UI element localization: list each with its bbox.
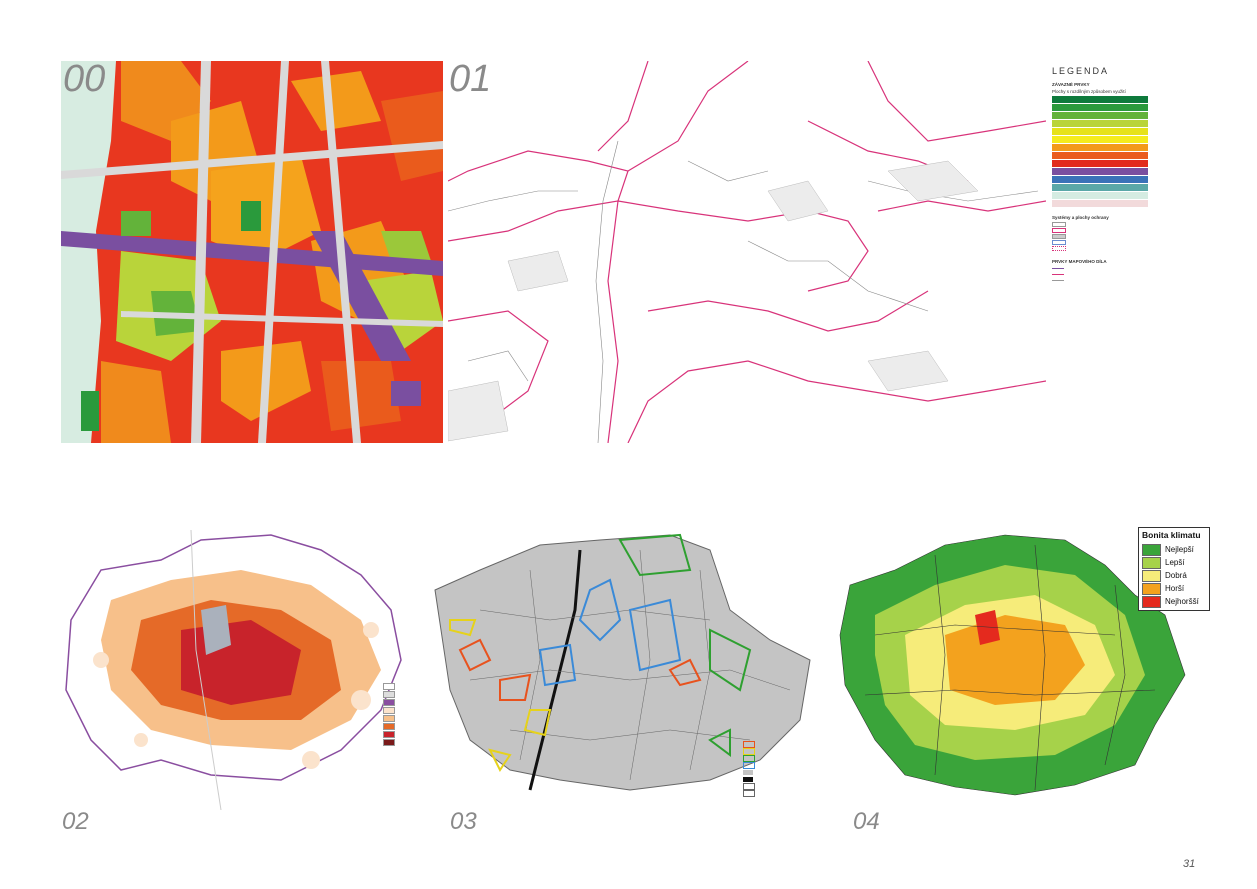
legend-mapwork-heading: PRVKY MAPOVÉHO DÍLA xyxy=(1052,259,1107,264)
climate-legend-title: Bonita klimatu xyxy=(1142,530,1201,540)
legend-color-swatch xyxy=(1052,152,1148,159)
climate-legend-label: Horší xyxy=(1165,584,1185,593)
climate-legend-swatch xyxy=(1142,582,1161,595)
climate-quality-map-svg xyxy=(839,534,1186,796)
legend-heading: ZÁVAZNÉ PRVKY xyxy=(1052,82,1090,87)
climate-quality-map xyxy=(835,525,1205,810)
binding-elements-map xyxy=(448,61,1046,443)
legend-color-swatch xyxy=(1052,176,1148,183)
legend-item xyxy=(383,738,443,746)
legend-swatch-row xyxy=(1052,192,1202,199)
legend-color-swatch xyxy=(1052,200,1148,207)
land-use-map-svg xyxy=(61,61,443,443)
legend-item xyxy=(743,748,758,755)
climate-legend-label: Nejhoršší xyxy=(1165,597,1199,606)
climate-legend-item: Dobrá xyxy=(1142,569,1206,582)
density-map xyxy=(61,530,441,810)
legend-line-item xyxy=(1052,266,1202,271)
legend-item xyxy=(743,790,758,797)
legend-swatch-row xyxy=(1052,104,1202,111)
panel-number-01: 01 xyxy=(449,58,492,100)
legend-color-swatch xyxy=(1052,136,1148,143)
legend-line-item xyxy=(1052,234,1202,239)
legend-color-swatch xyxy=(1052,160,1148,167)
binding-elements-map-svg xyxy=(448,61,1046,443)
legend-subheading: Plochy s rozdílným způsobem využití xyxy=(1052,89,1126,94)
climate-legend: Bonita klimatu Nejlepší Lepší Dobrá Horší Ne… xyxy=(1138,527,1210,611)
legend-title: LEGENDA xyxy=(1052,66,1110,76)
legend-color-swatch xyxy=(1052,184,1148,191)
districts-map-svg xyxy=(434,533,811,791)
legend-item xyxy=(743,762,758,769)
climate-legend-list: Nejlepší Lepší Dobrá Horší Nejhoršší xyxy=(1142,543,1206,608)
panel-number-03: 03 xyxy=(450,808,477,835)
panel-number-02: 02 xyxy=(62,808,89,835)
legend-color-swatch xyxy=(1052,144,1148,151)
legend-swatch-row xyxy=(1052,128,1202,135)
legend-swatch-row xyxy=(1052,176,1202,183)
climate-legend-item: Nejlepší xyxy=(1142,543,1206,556)
legend-item xyxy=(383,682,443,690)
climate-legend-item: Lepší xyxy=(1142,556,1206,569)
land-use-map xyxy=(61,61,443,443)
legend-line-item xyxy=(1052,246,1202,251)
legend-swatch-row xyxy=(1052,168,1202,175)
climate-legend-swatch xyxy=(1142,543,1161,556)
legend-line-item xyxy=(1052,240,1202,245)
legend-color-swatch xyxy=(1052,168,1148,175)
legend-item xyxy=(743,783,758,790)
legend-swatch-row xyxy=(1052,144,1202,151)
legend-line-item xyxy=(1052,272,1202,277)
climate-legend-item: Horší xyxy=(1142,582,1206,595)
legend-item xyxy=(383,722,443,730)
legend-swatch-row xyxy=(1052,120,1202,127)
legend-swatch-row xyxy=(1052,184,1202,191)
density-map-svg xyxy=(65,530,402,810)
map-legend-01: LEGENDA ZÁVAZNÉ PRVKY Plochy s rozdílným… xyxy=(1052,66,1202,446)
legend-item xyxy=(383,714,443,722)
climate-legend-label: Dobrá xyxy=(1165,571,1187,580)
climate-legend-label: Lepší xyxy=(1165,558,1185,567)
climate-legend-swatch xyxy=(1142,595,1161,608)
legend-color-swatch xyxy=(1052,104,1148,111)
panel-number-04: 04 xyxy=(853,808,880,835)
page-number: 31 xyxy=(1183,858,1196,870)
legend-swatch-row xyxy=(1052,152,1202,159)
legend-color-swatch xyxy=(1052,120,1148,127)
legend-line-item xyxy=(1052,278,1202,283)
legend-color-swatch xyxy=(1052,128,1148,135)
legend-item xyxy=(743,776,758,783)
legend-swatch-row xyxy=(1052,200,1202,207)
map-legend-03 xyxy=(743,741,758,797)
legend-swatch-row xyxy=(1052,160,1202,167)
legend-color-swatch xyxy=(1052,112,1148,119)
legend-item xyxy=(743,769,758,776)
legend-item xyxy=(383,690,443,698)
climate-legend-item: Nejhoršší xyxy=(1142,595,1206,608)
legend-swatch-row xyxy=(1052,96,1202,103)
map-legend-02 xyxy=(383,682,443,746)
legend-item xyxy=(383,730,443,738)
legend-swatch-list xyxy=(1052,96,1202,207)
legend-item xyxy=(743,741,758,748)
legend-line-item xyxy=(1052,222,1202,227)
legend-color-swatch xyxy=(1052,192,1148,199)
legend-swatch-row xyxy=(1052,136,1202,143)
legend-item xyxy=(743,755,758,762)
climate-legend-swatch xyxy=(1142,569,1161,582)
legend-line-item xyxy=(1052,228,1202,233)
legend-item xyxy=(383,706,443,714)
panel-number-00: 00 xyxy=(63,58,106,100)
legend-systems-heading: Systémy a plochy ochrany xyxy=(1052,215,1109,220)
climate-legend-swatch xyxy=(1142,556,1161,569)
legend-color-swatch xyxy=(1052,96,1148,103)
districts-map xyxy=(430,530,830,810)
climate-legend-label: Nejlepší xyxy=(1165,545,1194,554)
legend-item xyxy=(383,698,443,706)
legend-swatch-row xyxy=(1052,112,1202,119)
